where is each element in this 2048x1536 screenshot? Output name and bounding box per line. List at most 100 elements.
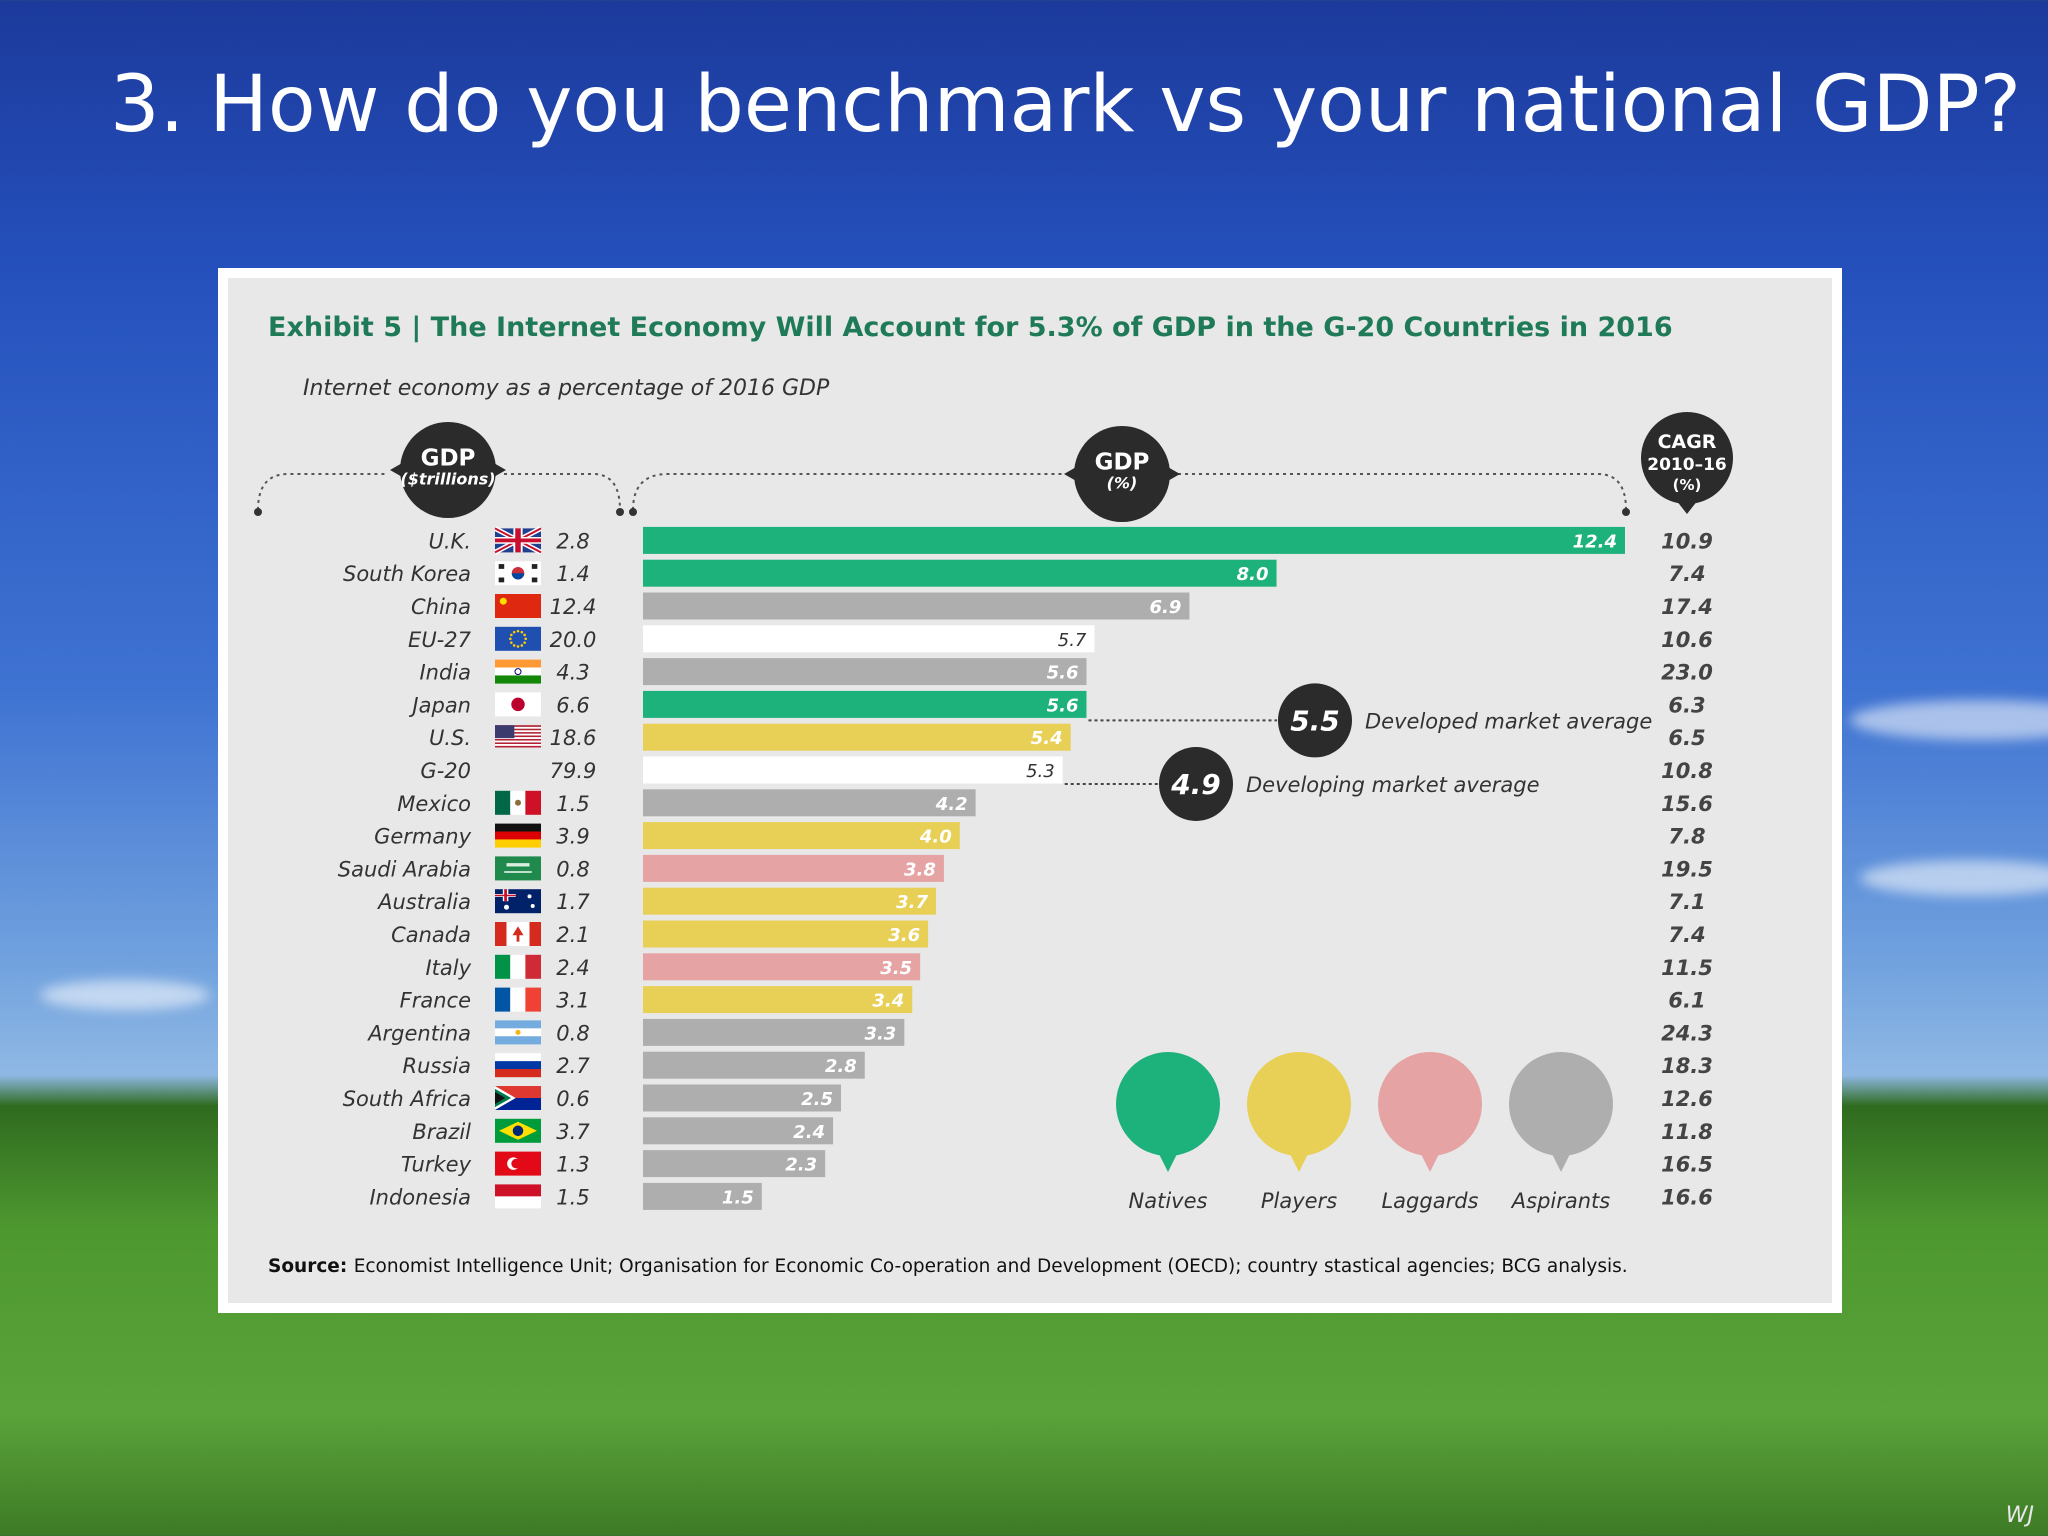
gdp-value: 0.6	[556, 1087, 589, 1111]
us-flag-icon	[495, 725, 541, 748]
average-badge	[1278, 683, 1352, 758]
country-label: U.S.	[429, 726, 471, 750]
bar-aspirants	[643, 1018, 905, 1046]
flag-star	[504, 904, 509, 910]
country-label: Mexico	[397, 792, 471, 816]
cagr-value: 10.9	[1661, 529, 1713, 553]
cagr-value: 16.5	[1661, 1153, 1713, 1177]
legend-swatch	[1509, 1052, 1613, 1156]
bar-value-label: 5.6	[1047, 663, 1079, 684]
legend-label: Laggards	[1381, 1189, 1478, 1213]
cagr-value: 10.8	[1661, 759, 1713, 783]
russia-flag-icon	[495, 1053, 541, 1078]
flag-star	[530, 904, 535, 908]
country-label: G-20	[420, 759, 471, 783]
cagr-value: 23.0	[1661, 661, 1713, 685]
cagr-value: 16.6	[1661, 1185, 1713, 1209]
bar-value-label: 2.8	[825, 1056, 857, 1077]
flag-band	[495, 1069, 541, 1078]
exhibit-panel: Exhibit 5 | The Internet Economy Will Ac…	[218, 268, 1842, 1313]
legend-swatch	[1378, 1052, 1482, 1156]
cloud	[40, 980, 210, 1010]
table-row: Japan 6.6 5.6 6.3	[408, 690, 1706, 718]
bar-natives	[643, 559, 1277, 587]
bar-aspirants	[643, 1182, 762, 1210]
table-row: Italy 2.4 3.5 11.5	[425, 953, 1713, 981]
saudi-arabia-flag-icon	[495, 856, 541, 881]
country-label: Indonesia	[369, 1185, 471, 1209]
gdp-value: 2.1	[556, 923, 589, 947]
cagr-value: 7.1	[1668, 890, 1705, 914]
flag-band	[510, 987, 526, 1012]
flag-crescent-cut	[511, 1158, 521, 1169]
bracket-dot	[254, 508, 262, 516]
country-label: China	[411, 595, 471, 619]
cagr-header-line: 2010–16	[1647, 455, 1726, 475]
bar-players	[643, 986, 913, 1014]
country-label: Italy	[425, 956, 471, 980]
bar-value-label: 3.6	[888, 925, 920, 946]
table-row: Turkey 1.3 2.3 16.5	[401, 1150, 1713, 1178]
argentina-flag-icon	[495, 1020, 541, 1045]
exhibit-title-text: | The Internet Economy Will Account for …	[402, 312, 1673, 343]
flag-star	[509, 637, 512, 641]
bar-value-label: 5.7	[1058, 630, 1087, 651]
cagr-value: 11.5	[1661, 956, 1713, 980]
flag-globe	[512, 1125, 524, 1137]
cagr-value: 11.8	[1661, 1120, 1713, 1144]
flag-band	[510, 954, 526, 979]
gdp-value: 12.4	[550, 595, 597, 619]
gdp-value: 2.7	[556, 1054, 590, 1078]
flag-band	[495, 987, 511, 1012]
flag-stripe	[495, 738, 541, 741]
flag-disc	[511, 697, 525, 712]
india-flag-icon	[495, 659, 541, 684]
table-row: France 3.1 3.4 6.1	[400, 986, 1706, 1014]
slide-title: 3. How do you benchmark vs your national…	[110, 60, 2021, 150]
gdp-value: 1.4	[556, 562, 589, 586]
bar-players	[643, 822, 960, 850]
gdp-pct-header-line: GDP	[1095, 450, 1150, 476]
average-marker: 5.5 Developed market average	[1088, 683, 1652, 758]
flag-stripe	[495, 742, 541, 745]
flag-emblem	[515, 799, 521, 806]
mexico-flag-icon	[495, 790, 541, 815]
gdp-pct-header-line: (%)	[1107, 474, 1138, 493]
flag-star	[523, 641, 526, 644]
average-badge	[1159, 747, 1233, 821]
flag-band	[525, 790, 541, 815]
country-label: U.K.	[429, 529, 472, 553]
cagr-value: 7.4	[1668, 562, 1705, 586]
country-label: South Korea	[343, 562, 471, 586]
gdp-pct-header: GDP(%)	[1064, 426, 1180, 522]
flag-trigram	[498, 564, 505, 569]
bar-value-label: 2.5	[801, 1089, 833, 1110]
bar-benchmark	[643, 625, 1095, 653]
flag-band	[495, 1184, 541, 1197]
bracket-gdp-left	[257, 473, 388, 511]
cagr-value: 12.6	[1661, 1087, 1713, 1111]
cagr-value: 7.8	[1668, 825, 1705, 849]
bar-value-label: 3.5	[880, 958, 912, 979]
table-row: China 12.4 6.9 17.4	[411, 592, 1713, 620]
legend-swatch-pointer	[1158, 1152, 1178, 1172]
flag-stripe	[495, 740, 541, 743]
bar-value-label: 4.0	[919, 827, 952, 848]
table-row: Australia 1.7 3.7 7.1	[376, 887, 1706, 915]
cagr-value: 6.1	[1668, 989, 1705, 1013]
flag-stripe	[495, 737, 541, 739]
cagr-header-line: (%)	[1673, 476, 1702, 494]
table-row: U.S. 18.6 5.4 6.5	[429, 723, 1706, 751]
legend-label: Aspirants	[1510, 1189, 1611, 1213]
gdp-pct-header-circle	[1074, 426, 1170, 522]
country-label: Argentina	[366, 1021, 471, 1045]
gdp-trillions-header-line: ($trillions)	[400, 470, 495, 489]
country-label: Canada	[391, 923, 471, 947]
flag-band	[495, 659, 541, 668]
cloud	[1850, 700, 2048, 740]
country-label: France	[400, 989, 471, 1013]
country-label: Saudi Arabia	[338, 857, 471, 881]
bar-value-label: 6.9	[1150, 597, 1182, 618]
gdp-trillions-header: GDP($trillions)	[390, 422, 506, 518]
country-label: Australia	[376, 890, 471, 914]
